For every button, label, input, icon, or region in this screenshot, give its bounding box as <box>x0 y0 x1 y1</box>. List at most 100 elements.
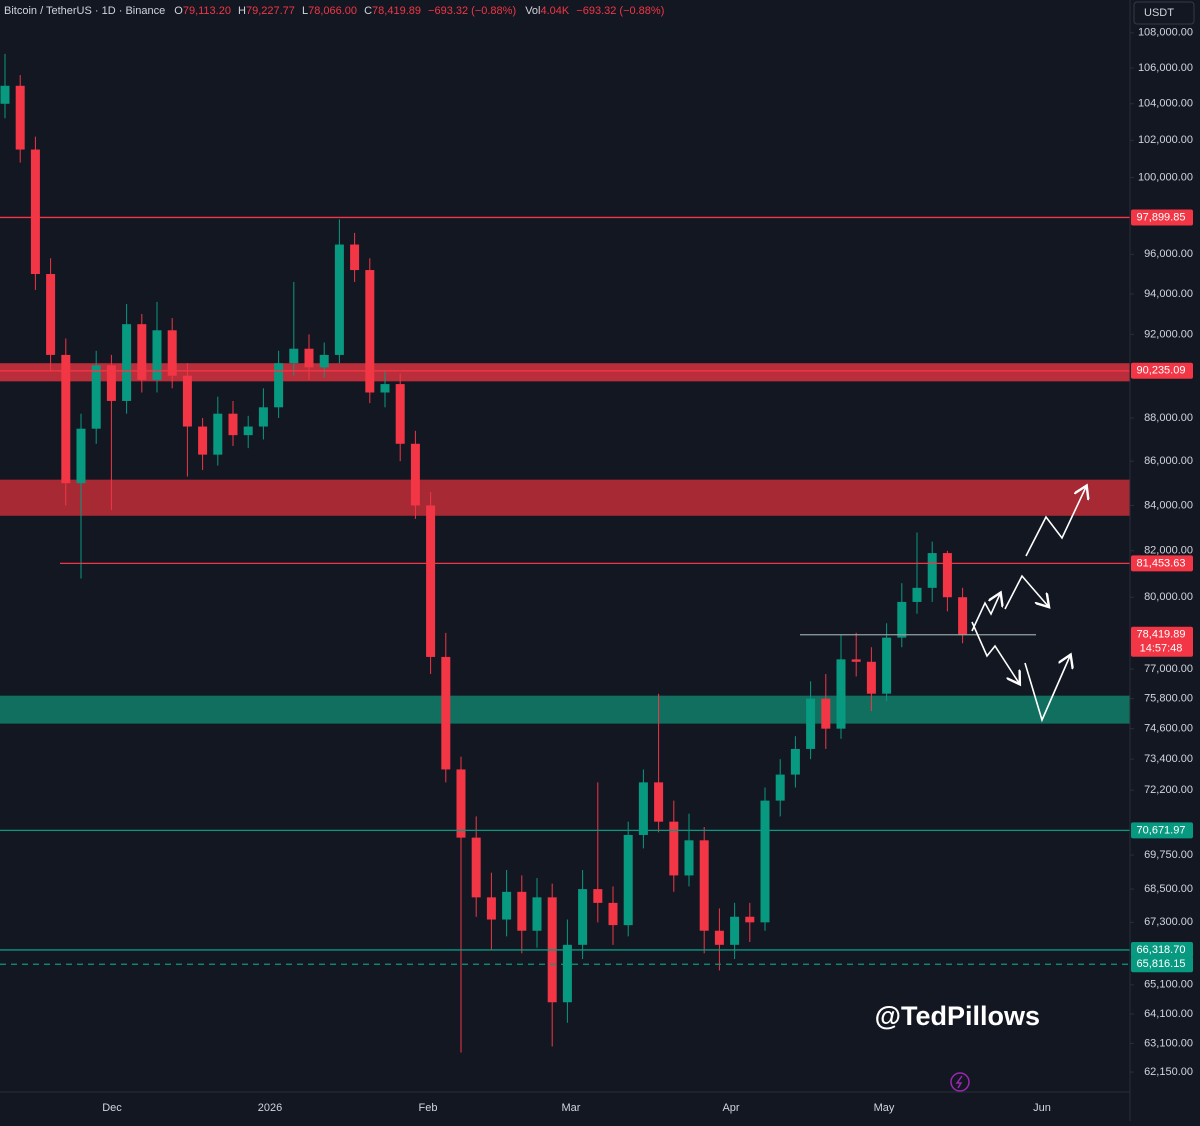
price-label: 70,671.97 <box>1137 824 1186 836</box>
candle-body <box>319 354 329 368</box>
candle-body <box>365 270 375 393</box>
candle-body <box>532 897 542 931</box>
y-tick-label: 63,100.00 <box>1144 1037 1193 1049</box>
projection-arrows <box>971 487 1086 723</box>
legend: Bitcoin / TetherUS · 1D · Binance O79,11… <box>4 5 664 17</box>
y-tick-label: 94,000.00 <box>1144 288 1193 300</box>
candle-body <box>122 324 132 401</box>
x-tick-label: Dec <box>102 1102 122 1114</box>
icon <box>955 1075 963 1089</box>
candle-body <box>91 365 101 429</box>
value: 78,419.89 <box>372 5 421 17</box>
y-tick-label: 86,000.00 <box>1144 455 1193 467</box>
y-tick-label: 69,750.00 <box>1144 849 1193 861</box>
x-tick-label: 2026 <box>258 1102 282 1114</box>
x-tick-label: Jun <box>1033 1102 1051 1114</box>
y-tick-label: 72,200.00 <box>1144 784 1193 796</box>
price-label-box <box>1131 555 1193 572</box>
candle-body <box>61 354 71 484</box>
candle-body <box>426 505 436 657</box>
price-label: 81,453.63 <box>1137 557 1186 569</box>
arrow <box>971 594 1000 632</box>
icon <box>950 1072 970 1092</box>
candle-body <box>106 365 116 401</box>
symbol: Bitcoin / TetherUS · 1D · Binance <box>4 5 165 17</box>
candle-body <box>699 840 709 931</box>
y-tick-label: 108,000.00 <box>1138 27 1193 39</box>
candle-body <box>684 840 694 876</box>
candle-body <box>289 348 299 364</box>
y-tick-label: 74,600.00 <box>1144 723 1193 735</box>
y-tick-label: 82,000.00 <box>1144 545 1193 557</box>
price-label-sub: 14:57:48 <box>1140 643 1183 655</box>
candle-body <box>471 837 481 898</box>
candle-body <box>380 384 390 393</box>
candle-body <box>714 930 724 945</box>
candle-body <box>30 149 40 275</box>
candle-body <box>456 769 466 838</box>
candle-body <box>517 891 527 931</box>
y-tick-label: 75,800.00 <box>1144 693 1193 705</box>
candle-body <box>137 324 147 380</box>
y-tick-label: 77,000.00 <box>1144 663 1193 675</box>
value: 79,113.20 <box>183 5 231 17</box>
y-tick-label: 102,000.00 <box>1138 134 1193 146</box>
candle-body <box>790 748 800 775</box>
candle-body <box>258 407 268 427</box>
arrow <box>971 621 1019 683</box>
zone <box>0 479 1130 516</box>
y-tick-label: 68,500.00 <box>1144 883 1193 895</box>
x-tick-label: Apr <box>722 1102 739 1114</box>
candle-body <box>654 782 664 822</box>
candle-body <box>806 698 816 749</box>
price-label-box <box>1131 626 1193 657</box>
candle-body <box>638 782 648 835</box>
candle-body <box>745 916 755 923</box>
candle-body <box>46 274 56 355</box>
x-tick-label: May <box>874 1102 895 1114</box>
currency-box[interactable] <box>1133 1 1195 25</box>
change: −693.32 (−0.88%) <box>576 5 664 17</box>
candle-body <box>927 553 937 588</box>
candle-body <box>502 891 512 920</box>
y-tick-label: 88,000.00 <box>1144 412 1193 424</box>
y-tick-label: 73,400.00 <box>1144 753 1193 765</box>
candle-body <box>562 944 572 1003</box>
y-tick-label: 64,100.00 <box>1144 1008 1193 1020</box>
arrow <box>1004 574 1048 610</box>
price-label: 65,816.15 <box>1137 958 1186 970</box>
price-label-box <box>1131 209 1193 226</box>
price-label: 97,899.85 <box>1137 211 1186 223</box>
label: C <box>364 5 372 17</box>
y-tick-label: 92,000.00 <box>1144 328 1193 340</box>
y-tick-label: 84,000.00 <box>1144 499 1193 511</box>
y-tick-label: 96,000.00 <box>1144 248 1193 260</box>
candle-body <box>897 601 907 638</box>
candle-body <box>274 363 284 408</box>
candle-body <box>821 698 831 729</box>
candle-body <box>243 426 253 436</box>
candle-body <box>198 426 208 455</box>
label: L <box>302 5 308 17</box>
candle-body <box>182 375 192 427</box>
x-tick-label: Feb <box>419 1102 438 1114</box>
value: 4.04K <box>540 5 569 17</box>
price-label-box <box>1131 362 1193 379</box>
candle-body <box>395 384 405 444</box>
candle-body <box>334 244 344 355</box>
candle-body <box>760 800 770 923</box>
candle-body <box>623 834 633 926</box>
candle-body <box>866 661 876 694</box>
y-tick-label: 104,000.00 <box>1138 98 1193 110</box>
candle-body <box>486 897 496 920</box>
price-label: 66,318.70 <box>1137 944 1186 956</box>
candle-body <box>304 348 314 368</box>
price-label-box <box>1131 941 1193 958</box>
arrow <box>1024 656 1070 723</box>
y-tick-label: 62,150.00 <box>1144 1066 1193 1078</box>
candle-body <box>213 413 223 455</box>
value: 78,066.00 <box>308 5 357 17</box>
watermark: @TedPillows <box>875 1001 1040 1031</box>
